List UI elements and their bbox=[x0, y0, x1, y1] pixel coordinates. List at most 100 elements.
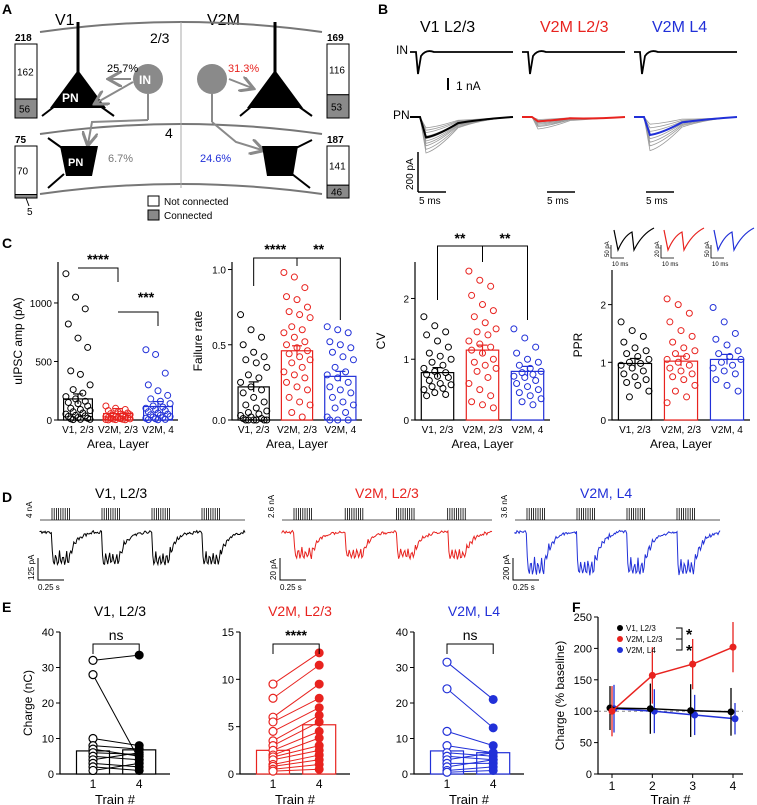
C2-ytick-label: 0.0 bbox=[212, 416, 226, 427]
E3-pair-line-1 bbox=[446, 688, 494, 729]
box-nc-count-box_v1_l23: 162 bbox=[17, 67, 34, 78]
C3-point-1-10 bbox=[484, 331, 492, 339]
C3-point-1-16 bbox=[489, 355, 497, 363]
C2-point-1-2 bbox=[301, 284, 309, 292]
box-connected-box_v1_l4 bbox=[14, 194, 38, 199]
pn-basal-dendrite bbox=[239, 105, 253, 117]
b-in-trace-2 bbox=[634, 50, 737, 75]
b-in-scale: 1 nA bbox=[456, 79, 481, 93]
panel-label-a: A bbox=[2, 1, 12, 17]
C3-point-2-12 bbox=[521, 373, 529, 381]
E3-xlabel: Train # bbox=[449, 792, 490, 805]
pct-v1-l4: 6.7% bbox=[108, 153, 133, 165]
C4-point-1-14 bbox=[666, 364, 674, 372]
b-pn-mean-2 bbox=[634, 116, 738, 137]
C3-point-1-20 bbox=[473, 367, 481, 375]
f-legend-label-0: V1, L2/3 bbox=[626, 624, 656, 633]
C3-point-1-11 bbox=[465, 337, 473, 345]
C3-sig-1: ** bbox=[455, 230, 466, 246]
E2-pair-line-2 bbox=[272, 683, 320, 718]
E2-pair-line-5 bbox=[272, 714, 320, 742]
d-title-0: V1, L2/3 bbox=[95, 485, 147, 501]
C4-point-2-12 bbox=[720, 367, 728, 375]
C4-point-0-17 bbox=[623, 379, 631, 386]
C2-point-2-24 bbox=[344, 416, 352, 424]
C1-point-1-25 bbox=[104, 416, 112, 424]
box-total-box_v1_l23: 218 bbox=[15, 33, 32, 44]
C2-ytick-label: 1.0 bbox=[212, 266, 226, 277]
C2-point-1-14 bbox=[283, 341, 291, 349]
C4-inset-scale-1 bbox=[660, 245, 674, 259]
C4-ytick-label: 1 bbox=[600, 358, 606, 369]
E3-pair-pt1-2 bbox=[442, 726, 452, 737]
C2-point-1-20 bbox=[288, 359, 296, 367]
C1-point-0-19 bbox=[86, 407, 94, 415]
E2-pair-line-10 bbox=[272, 749, 320, 761]
C4-point-0-3 bbox=[620, 338, 628, 346]
b-time-scale-1: 5 ms bbox=[419, 196, 441, 207]
C2-point-0-10 bbox=[255, 374, 263, 382]
E3-pair-pt4-0 bbox=[488, 694, 498, 704]
C3-point-0-6 bbox=[425, 349, 433, 357]
E2-sig-bracket bbox=[272, 643, 320, 654]
C4-xtick-label-1: V2M, 2/3 bbox=[661, 425, 701, 436]
C3-point-1-26 bbox=[479, 401, 486, 409]
C3-point-2-17 bbox=[515, 389, 523, 397]
C4-inset-trace-1 bbox=[663, 227, 705, 253]
E2-pair-line-4 bbox=[272, 707, 320, 732]
d-amp-scale-1: 20 pA bbox=[269, 558, 278, 580]
C4-inset-time-2: 10 ms bbox=[712, 262, 728, 268]
C2-point-2-13 bbox=[344, 378, 352, 386]
E2-pair-line-8 bbox=[272, 737, 320, 756]
box-c-count-box_v1_l4: 5 bbox=[27, 207, 33, 218]
C1-xtick-label-2: V2M, 4 bbox=[142, 425, 174, 436]
b-row-pn: PN bbox=[393, 108, 410, 122]
count-boxes: 218 162 56 169 116 53 75 70 5 187 141 46 bbox=[14, 33, 350, 218]
pn-dendrite bbox=[47, 137, 63, 149]
C4-point-1-15 bbox=[677, 367, 685, 375]
C1-ylabel: uIPSC amp (pA) bbox=[11, 297, 25, 384]
C2-point-2-17 bbox=[328, 393, 336, 401]
C2-point-0-11 bbox=[237, 378, 245, 386]
f-ylabel: Charge (% baseline) bbox=[553, 641, 567, 750]
C4-point-2-5 bbox=[734, 347, 742, 355]
f-ytick-label: 200 bbox=[574, 643, 592, 655]
C2-point-2-7 bbox=[339, 353, 347, 361]
C3-sig-bracket-1 bbox=[437, 245, 483, 300]
C3-point-1-8 bbox=[492, 325, 500, 333]
C3-point-1-17 bbox=[470, 358, 478, 366]
C3-point-1-14 bbox=[468, 346, 476, 354]
legend-swatch-not-connected bbox=[147, 195, 160, 207]
E2-title: V2M, L2/3 bbox=[268, 603, 332, 619]
E2-pair-pt4-2 bbox=[314, 679, 324, 689]
C1-sig-1: **** bbox=[87, 251, 109, 267]
label-v2m: V2M bbox=[207, 12, 240, 29]
C4-point-1-17 bbox=[669, 373, 677, 381]
C4-point-0-15 bbox=[631, 373, 639, 381]
label-in: IN bbox=[139, 73, 151, 87]
E2-pair-line-0 bbox=[272, 652, 320, 685]
pn-dendrite bbox=[295, 139, 313, 149]
C2-point-0-30 bbox=[263, 416, 271, 424]
d-stim-scale-1: 2.6 nA bbox=[267, 494, 276, 518]
C2-point-0-6 bbox=[242, 356, 250, 364]
C1-point-2-2 bbox=[161, 369, 169, 377]
f-point-1-0 bbox=[608, 707, 616, 715]
label-layer-23: 2/3 bbox=[150, 30, 170, 46]
C2-xtick-label-2: V2M, 4 bbox=[324, 425, 356, 436]
C2-point-2-15 bbox=[336, 386, 344, 394]
C3-point-0-25 bbox=[423, 392, 431, 400]
C2-point-0-4 bbox=[250, 348, 258, 356]
C2-point-1-9 bbox=[288, 323, 296, 331]
panel-c: C 0 500 1000 uIPSC amp (pA) V1, 2/3 V2M, 2/3 V… bbox=[2, 227, 755, 451]
f-line-1 bbox=[611, 646, 734, 712]
C3-point-0-16 bbox=[444, 373, 452, 381]
box-connected-box_v2m_l23 bbox=[326, 94, 350, 119]
E1-xtick-label-1: 4 bbox=[136, 777, 143, 791]
f-xtick-label: 3 bbox=[689, 779, 696, 793]
C2-point-2-9 bbox=[331, 363, 339, 371]
E2-pair-pt4-3 bbox=[314, 693, 324, 703]
C2-xtick-label-0: V1, 2/3 bbox=[238, 425, 270, 436]
f-xtick-label: 2 bbox=[649, 779, 656, 793]
